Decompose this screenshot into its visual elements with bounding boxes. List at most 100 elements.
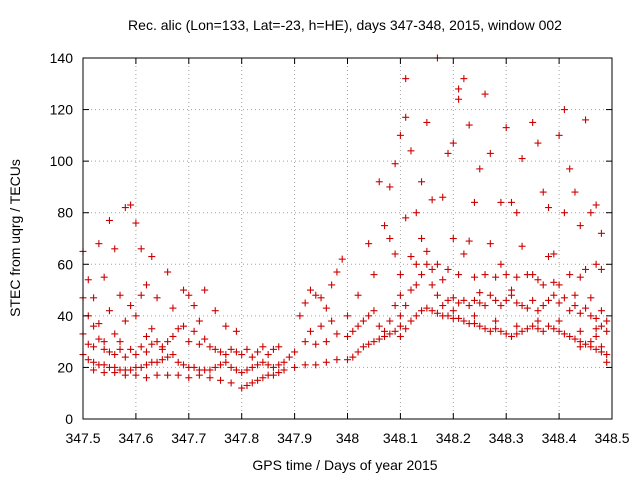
data-point: [222, 351, 230, 359]
data-point: [582, 116, 590, 124]
data-point: [100, 369, 108, 377]
data-point: [142, 332, 150, 340]
data-point: [238, 351, 246, 359]
data-point: [418, 178, 426, 186]
data-point: [344, 312, 351, 320]
data-point: [116, 338, 124, 346]
data-point: [211, 363, 219, 371]
data-point: [455, 314, 463, 322]
data-point: [497, 198, 505, 206]
data-point: [142, 281, 150, 289]
data-point: [370, 307, 378, 315]
data-point: [423, 304, 431, 312]
grid-lines: [83, 58, 612, 419]
y-tick-label: 60: [57, 256, 73, 272]
data-point: [169, 304, 177, 312]
data-point: [470, 273, 478, 281]
data-point: [592, 260, 600, 268]
data-point: [560, 106, 568, 114]
data-point: [195, 317, 203, 325]
data-point: [402, 214, 410, 222]
data-point: [492, 296, 500, 304]
data-point: [322, 304, 330, 312]
data-point: [587, 209, 595, 217]
data-point: [460, 250, 468, 258]
data-point: [105, 348, 113, 356]
data-point: [476, 289, 484, 297]
data-point: [100, 361, 108, 369]
data-point: [470, 296, 478, 304]
data-point: [597, 265, 605, 273]
data-point: [502, 330, 510, 338]
data-point: [164, 353, 172, 361]
data-point: [518, 327, 526, 335]
data-point: [264, 351, 272, 359]
data-point: [566, 332, 574, 340]
data-point: [486, 327, 494, 335]
data-point: [576, 309, 584, 317]
data-point: [296, 312, 304, 320]
data-point: [137, 245, 145, 253]
data-point: [269, 371, 277, 379]
data-point: [153, 371, 161, 379]
data-point: [534, 325, 542, 333]
data-point: [582, 265, 590, 273]
data-point: [169, 351, 177, 359]
data-point: [328, 281, 336, 289]
y-axis: 0 20 40 60 80 100 120 140: [50, 50, 612, 427]
data-point: [291, 348, 299, 356]
data-point: [254, 348, 262, 356]
data-point: [148, 253, 156, 261]
data-point: [349, 327, 357, 335]
data-point: [481, 90, 489, 98]
data-point: [306, 286, 314, 294]
data-point: [545, 204, 553, 212]
data-point: [116, 345, 124, 353]
data-point: [132, 351, 140, 359]
data-point: [470, 198, 478, 206]
data-point: [555, 131, 563, 139]
data-point: [84, 356, 92, 364]
data-point: [248, 353, 256, 361]
data-point: [95, 320, 103, 328]
data-point: [497, 260, 505, 268]
data-point: [142, 361, 150, 369]
x-tick-label: 348.5: [594, 430, 629, 446]
data-point: [444, 312, 452, 320]
data-point: [328, 317, 336, 325]
data-point: [576, 327, 584, 335]
data-point: [571, 291, 579, 299]
data-point: [275, 369, 283, 377]
data-point: [148, 325, 156, 333]
data-point: [195, 340, 203, 348]
data-point: [185, 291, 193, 299]
data-point: [227, 345, 235, 353]
data-point: [502, 296, 510, 304]
data-point: [529, 322, 537, 330]
y-axis-label: STEC from uqrg / TECUs: [7, 159, 23, 317]
data-point: [592, 325, 600, 333]
data-point: [492, 317, 500, 325]
data-point: [455, 299, 463, 307]
data-point: [497, 327, 505, 335]
data-point: [460, 75, 468, 83]
data-point: [592, 345, 600, 353]
x-axis: 347.5 347.6 347.7 347.8 347.9 348 348.1 348.2 34…: [65, 58, 630, 446]
data-point: [153, 358, 161, 366]
data-point: [539, 281, 547, 289]
data-point: [534, 139, 542, 147]
data-point: [492, 273, 500, 281]
data-point: [481, 302, 489, 310]
data-point: [433, 291, 441, 299]
y-tick-label: 80: [57, 205, 73, 221]
x-tick-label: 348.4: [542, 430, 577, 446]
data-point: [539, 327, 547, 335]
data-point: [582, 340, 590, 348]
data-point: [375, 178, 383, 186]
data-point: [285, 353, 293, 361]
data-point: [90, 322, 98, 330]
data-point: [333, 330, 341, 338]
data-point: [238, 384, 246, 392]
data-point: [90, 294, 98, 302]
